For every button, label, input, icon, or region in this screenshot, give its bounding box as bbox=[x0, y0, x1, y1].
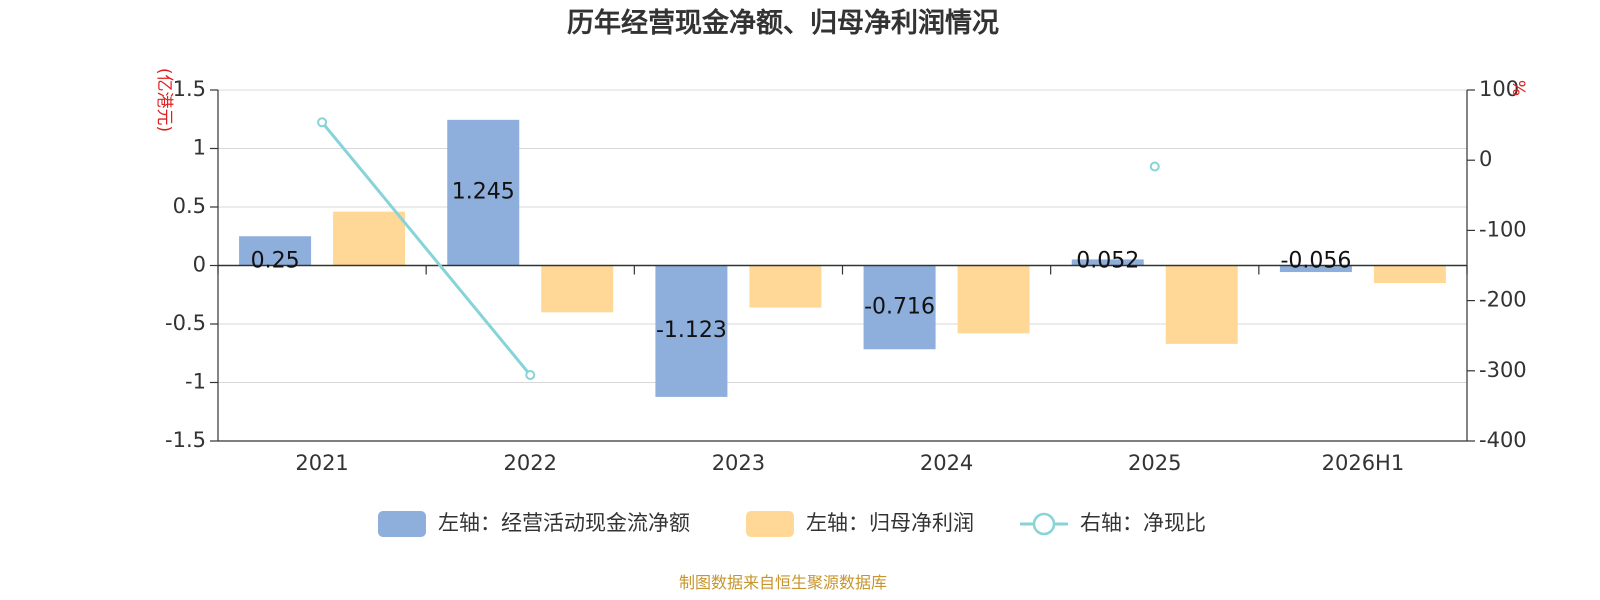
category-label: 2024 bbox=[920, 451, 973, 475]
legend-label: 右轴：净现比 bbox=[1080, 511, 1206, 535]
bar-value-label: 1.245 bbox=[452, 180, 515, 205]
bar-value-label: -0.716 bbox=[864, 294, 935, 319]
bar-operating-cash-flow bbox=[863, 265, 936, 350]
right-tick-label: 100 bbox=[1479, 77, 1519, 101]
bar-operating-cash-flow bbox=[447, 119, 520, 266]
legend-swatch bbox=[378, 511, 426, 537]
data-labels: 0.25 1.245 -1.123 -0.716 0.052 -0.056 bbox=[251, 180, 1352, 344]
right-tick-label: -200 bbox=[1479, 288, 1527, 312]
bar-value-label: -0.056 bbox=[1280, 249, 1351, 274]
left-tick-label: 0.5 bbox=[173, 194, 206, 218]
bar-net-profit bbox=[541, 265, 614, 313]
left-axis-unit: (亿港元) bbox=[154, 68, 174, 132]
category-label: 2026H1 bbox=[1322, 451, 1405, 475]
bar-net-profit bbox=[957, 265, 1030, 334]
legend-swatch bbox=[746, 511, 794, 537]
chart-title: 历年经营现金净额、归母净利润情况 bbox=[567, 7, 999, 39]
left-tick-label: 0 bbox=[193, 253, 206, 277]
bar-net-profit bbox=[333, 211, 406, 266]
ratio-line-segment bbox=[320, 121, 532, 376]
category-label: 2021 bbox=[295, 451, 348, 475]
category-label: 2025 bbox=[1128, 451, 1181, 475]
bar-net-profit bbox=[749, 265, 822, 308]
left-tick-label: -1.5 bbox=[165, 428, 206, 452]
axes: 1.5 1 0.5 0 -0.5 -1 -1.5 100 0 -100 -200 -300 -400 20… bbox=[165, 77, 1527, 475]
bar-value-label: -1.123 bbox=[656, 318, 727, 343]
legend-label: 左轴：归母净利润 bbox=[806, 511, 974, 535]
bar-operating-cash-flow bbox=[1071, 259, 1144, 266]
bar-value-label: 0.25 bbox=[251, 249, 300, 274]
left-tick-label: -1 bbox=[185, 370, 206, 394]
left-tick-label: -0.5 bbox=[165, 311, 206, 335]
legend-label: 左轴：经营活动现金流净额 bbox=[438, 511, 690, 535]
right-tick-label: 0 bbox=[1479, 147, 1492, 171]
right-axis-unit: % bbox=[1508, 80, 1528, 96]
category-label: 2023 bbox=[712, 451, 765, 475]
category-label: 2022 bbox=[504, 451, 557, 475]
left-tick-label: 1.5 bbox=[173, 77, 206, 101]
bar-net-profit bbox=[1165, 265, 1238, 344]
bar-operating-cash-flow bbox=[655, 265, 728, 397]
bar-net-profit bbox=[1373, 265, 1446, 284]
bar-value-label: 0.052 bbox=[1076, 249, 1139, 274]
bars bbox=[239, 119, 1446, 397]
ratio-point bbox=[1149, 161, 1160, 172]
legend-marker bbox=[1032, 512, 1056, 536]
bar-operating-cash-flow bbox=[239, 236, 312, 266]
left-tick-label: 1 bbox=[193, 136, 206, 160]
right-tick-label: -100 bbox=[1479, 217, 1527, 241]
bar-operating-cash-flow bbox=[1279, 265, 1352, 273]
legend: 左轴：经营活动现金流净额 左轴：归母净利润 右轴：净现比 bbox=[378, 511, 1206, 537]
right-tick-label: -400 bbox=[1479, 428, 1527, 452]
ratio-point bbox=[317, 117, 328, 128]
source-note: 制图数据来自恒生聚源数据库 bbox=[679, 573, 887, 592]
right-tick-label: -300 bbox=[1479, 358, 1527, 382]
ratio-point bbox=[525, 370, 536, 381]
ratio-line bbox=[317, 117, 1160, 381]
